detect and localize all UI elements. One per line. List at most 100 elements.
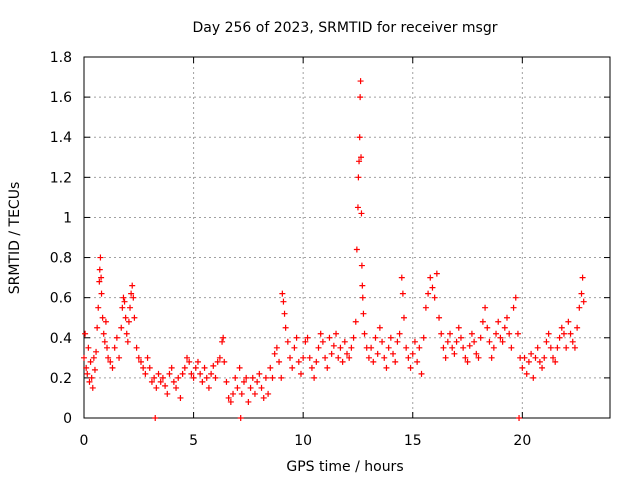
data-point: [530, 374, 537, 381]
data-point: [120, 294, 127, 301]
data-point: [580, 298, 587, 305]
data-point: [571, 344, 578, 351]
data-point: [495, 318, 502, 325]
data-point: [237, 415, 244, 421]
data-point: [220, 334, 227, 341]
data-point: [205, 384, 212, 391]
data-point: [466, 342, 473, 349]
data-point: [552, 358, 559, 365]
data-point: [197, 370, 204, 377]
data-point: [414, 358, 421, 365]
data-points: [81, 78, 587, 421]
y-tick-label: 0: [63, 411, 72, 427]
data-point: [102, 318, 109, 325]
data-point: [574, 324, 581, 331]
y-tick-label: 1: [63, 210, 72, 226]
data-point: [311, 374, 318, 381]
data-point: [118, 324, 125, 331]
data-point: [462, 354, 469, 361]
data-point: [181, 364, 188, 371]
data-point: [358, 262, 365, 269]
data-point: [335, 354, 342, 361]
data-point: [287, 354, 294, 361]
data-point: [243, 374, 250, 381]
data-point: [422, 304, 429, 311]
data-point: [333, 330, 340, 337]
data-point: [539, 364, 546, 371]
data-point: [271, 350, 278, 357]
data-point: [379, 338, 386, 345]
data-point: [152, 415, 159, 421]
data-point: [168, 364, 175, 371]
data-point: [376, 324, 383, 331]
data-point: [164, 390, 171, 397]
data-point: [353, 246, 360, 253]
data-point: [532, 354, 539, 361]
data-point: [431, 294, 438, 301]
data-point: [357, 78, 364, 85]
data-point: [157, 378, 164, 385]
x-tick-label: 0: [80, 433, 89, 449]
data-point: [85, 344, 92, 351]
data-point: [146, 364, 153, 371]
data-point: [510, 304, 517, 311]
data-point: [326, 334, 333, 341]
data-point: [356, 134, 363, 141]
data-point: [374, 350, 381, 357]
data-point: [475, 354, 482, 361]
data-point: [175, 374, 182, 381]
data-point: [131, 314, 138, 321]
data-point: [203, 374, 210, 381]
y-tick-label: 1.4: [50, 130, 72, 146]
data-point: [339, 358, 346, 365]
data-point: [368, 344, 375, 351]
data-point: [407, 364, 414, 371]
data-point: [121, 298, 128, 305]
data-point: [308, 364, 315, 371]
data-point: [245, 398, 252, 405]
data-point: [247, 384, 254, 391]
data-point: [148, 378, 155, 385]
data-point: [123, 330, 130, 337]
data-point: [361, 330, 368, 337]
data-point: [82, 330, 89, 337]
data-point: [199, 378, 206, 385]
data-point: [104, 344, 111, 351]
data-point: [284, 338, 291, 345]
data-point: [291, 344, 298, 351]
data-point: [315, 344, 322, 351]
data-point: [230, 390, 237, 397]
data-point: [216, 354, 223, 361]
data-point: [300, 354, 307, 361]
data-point: [516, 415, 523, 421]
data-point: [99, 314, 106, 321]
data-point: [279, 290, 286, 297]
data-point: [267, 364, 274, 371]
data-point: [521, 354, 528, 361]
data-point: [541, 354, 548, 361]
data-point: [358, 210, 365, 217]
data-point: [420, 334, 427, 341]
data-point: [519, 364, 526, 371]
data-point: [111, 344, 118, 351]
data-point: [258, 384, 265, 391]
data-point: [289, 364, 296, 371]
data-point: [442, 354, 449, 361]
x-tick-label: 5: [189, 433, 198, 449]
data-point: [354, 204, 361, 211]
data-point: [194, 358, 201, 365]
data-point: [190, 374, 197, 381]
data-point: [506, 330, 513, 337]
data-point: [545, 330, 552, 337]
data-point: [236, 364, 243, 371]
data-point: [392, 358, 399, 365]
data-point: [370, 358, 377, 365]
data-point: [497, 334, 504, 341]
data-point: [400, 314, 407, 321]
data-point: [405, 354, 412, 361]
data-point: [256, 370, 263, 377]
data-point: [330, 342, 337, 349]
data-point: [383, 364, 390, 371]
data-point: [427, 274, 434, 281]
data-point: [177, 394, 184, 401]
